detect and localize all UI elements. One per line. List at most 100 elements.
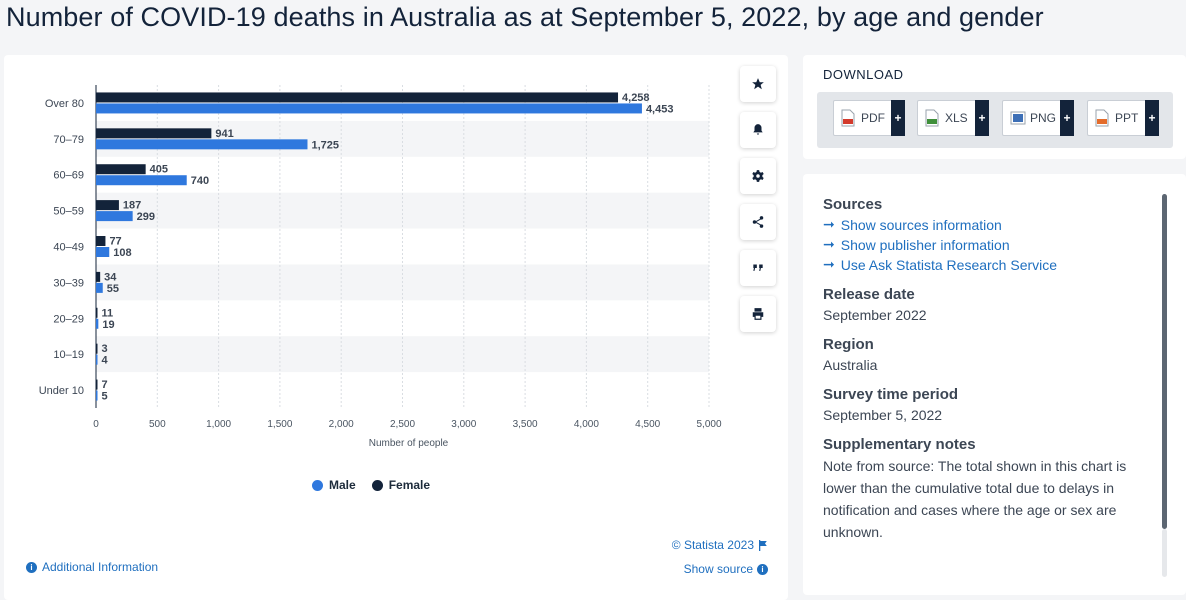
y-tick-label: Under 10 bbox=[39, 385, 84, 397]
survey-period-value: September 5, 2022 bbox=[823, 407, 943, 423]
bar-male-50-59 bbox=[96, 211, 133, 222]
bar-male-20-29 bbox=[96, 318, 99, 329]
quote-icon bbox=[753, 264, 763, 271]
arrow-right-icon: ➞ bbox=[823, 216, 835, 232]
bar-female-30-39 bbox=[96, 271, 101, 282]
show-source-text: Show source bbox=[683, 562, 753, 576]
y-tick-label: 10–19 bbox=[53, 349, 84, 361]
data-label-male: 108 bbox=[113, 247, 131, 259]
ask-statista-link[interactable]: ➞ Use Ask Statista Research Service bbox=[823, 256, 1143, 273]
region-value: Australia bbox=[823, 357, 878, 373]
legend-item-female[interactable]: Female bbox=[371, 478, 430, 492]
xls-file-icon bbox=[925, 109, 939, 127]
y-tick-label: 30–39 bbox=[53, 277, 84, 289]
plus-icon: + bbox=[891, 100, 905, 136]
data-label-male: 55 bbox=[107, 283, 119, 295]
download-ppt-button[interactable]: PPT + bbox=[1087, 100, 1159, 136]
download-ppt-label: PPT bbox=[1115, 111, 1139, 125]
download-pdf-button[interactable]: PDF + bbox=[833, 100, 905, 136]
download-title: DOWNLOAD bbox=[823, 67, 904, 82]
sources-heading: Sources bbox=[823, 196, 883, 213]
x-tick-label: 2,500 bbox=[390, 419, 415, 430]
supplementary-notes-section: Supplementary notes Note from source: Th… bbox=[823, 436, 1143, 543]
bar-female-10-19 bbox=[96, 343, 98, 354]
legend-dot-female bbox=[371, 479, 383, 491]
sources-section: Sources ➞ Show sources information ➞ Sho… bbox=[823, 196, 1143, 273]
download-xls-button[interactable]: XLS + bbox=[917, 100, 989, 136]
plus-icon: + bbox=[975, 100, 989, 136]
cite-button[interactable] bbox=[740, 250, 776, 286]
bell-icon bbox=[753, 124, 763, 135]
x-tick-label: 5,000 bbox=[696, 419, 721, 430]
arrow-right-icon: ➞ bbox=[823, 256, 835, 272]
y-tick-label: Over 80 bbox=[45, 98, 84, 110]
data-label-female: 77 bbox=[109, 236, 121, 248]
release-date-heading: Release date bbox=[823, 286, 915, 303]
supplementary-notes-text: Note from source: The total shown in thi… bbox=[823, 458, 1127, 540]
chart-card: 0 500 1,000 1,500 2,000 2,500 3,000 3,500 4,000 4… bbox=[4, 55, 788, 600]
png-file-icon bbox=[1010, 109, 1026, 127]
info-panel: Sources ➞ Show sources information ➞ Sho… bbox=[803, 174, 1186, 595]
x-tick-label: 3,000 bbox=[451, 419, 476, 430]
y-tick-label: 50–59 bbox=[53, 206, 84, 218]
share-icon bbox=[752, 216, 764, 228]
data-label-male: 740 bbox=[191, 175, 209, 187]
star-icon bbox=[752, 78, 764, 90]
download-png-button[interactable]: PNG + bbox=[1002, 100, 1074, 136]
print-icon bbox=[752, 308, 764, 320]
copyright-link[interactable]: © Statista 2023 bbox=[672, 538, 768, 552]
y-tick-label: 60–69 bbox=[53, 170, 84, 182]
show-publisher-link[interactable]: ➞ Show publisher information bbox=[823, 236, 1143, 253]
additional-info-link[interactable]: i Additional Information bbox=[26, 560, 158, 574]
show-sources-label: Show sources information bbox=[840, 216, 1002, 233]
download-panel: DOWNLOAD PDF + XLS + PNG + P bbox=[803, 55, 1186, 159]
share-button[interactable] bbox=[740, 204, 776, 240]
bar-male-30-39 bbox=[96, 282, 103, 293]
print-button[interactable] bbox=[740, 296, 776, 332]
survey-period-section: Survey time period September 5, 2022 bbox=[823, 386, 1143, 423]
scrollbar-thumb[interactable] bbox=[1162, 194, 1167, 529]
data-label-female: 941 bbox=[215, 128, 233, 140]
info-icon: i bbox=[26, 561, 37, 573]
settings-button[interactable] bbox=[740, 158, 776, 194]
x-tick-label: 500 bbox=[149, 419, 166, 430]
data-label-female: 405 bbox=[150, 164, 168, 176]
gear-icon bbox=[752, 170, 764, 182]
download-toolbar: PDF + XLS + PNG + PPT + bbox=[817, 92, 1173, 148]
pdf-file-icon bbox=[841, 109, 855, 127]
show-source-link[interactable]: Show source i bbox=[684, 562, 768, 576]
y-tick-label: 40–49 bbox=[53, 242, 84, 254]
scrollbar-track[interactable] bbox=[1162, 529, 1167, 577]
x-tick-label: 3,500 bbox=[513, 419, 538, 430]
page-title: Number of COVID-19 deaths in Australia a… bbox=[6, 2, 1044, 32]
show-sources-link[interactable]: ➞ Show sources information bbox=[823, 216, 1143, 233]
data-label-male: 299 bbox=[137, 211, 155, 223]
data-label-male: 19 bbox=[102, 319, 114, 331]
bar-female-40-49 bbox=[96, 236, 106, 246]
x-axis-title: Number of people bbox=[369, 438, 449, 449]
plus-icon: + bbox=[1145, 100, 1159, 136]
release-date-section: Release date September 2022 bbox=[823, 286, 1143, 323]
bar-male-over-80 bbox=[96, 103, 642, 114]
flag-icon bbox=[759, 539, 767, 551]
data-label-female: 34 bbox=[104, 271, 117, 283]
bar-female-under-10 bbox=[96, 379, 98, 390]
ppt-file-icon bbox=[1095, 109, 1109, 127]
bar-male-60-69 bbox=[96, 175, 187, 186]
x-tick-label: 4,500 bbox=[635, 419, 660, 430]
data-label-female: 7 bbox=[102, 379, 108, 391]
notification-button[interactable] bbox=[740, 112, 776, 148]
x-tick-label: 4,000 bbox=[574, 419, 599, 430]
data-label-female: 3 bbox=[102, 343, 108, 355]
bar-male-under-10 bbox=[96, 390, 98, 401]
x-tick-label: 1,000 bbox=[206, 419, 231, 430]
favorite-button[interactable] bbox=[740, 66, 776, 102]
legend-item-male[interactable]: Male bbox=[312, 478, 356, 492]
bar-female-50-59 bbox=[96, 200, 119, 211]
data-label-male: 4,453 bbox=[646, 103, 674, 115]
y-tick-label: 20–29 bbox=[53, 313, 84, 325]
bar-female-60-69 bbox=[96, 164, 146, 175]
bar-chart: 0 500 1,000 1,500 2,000 2,500 3,000 3,500 4,000 4… bbox=[39, 85, 722, 449]
chart-legend: Male Female bbox=[312, 478, 430, 492]
data-label-male: 5 bbox=[102, 391, 108, 403]
